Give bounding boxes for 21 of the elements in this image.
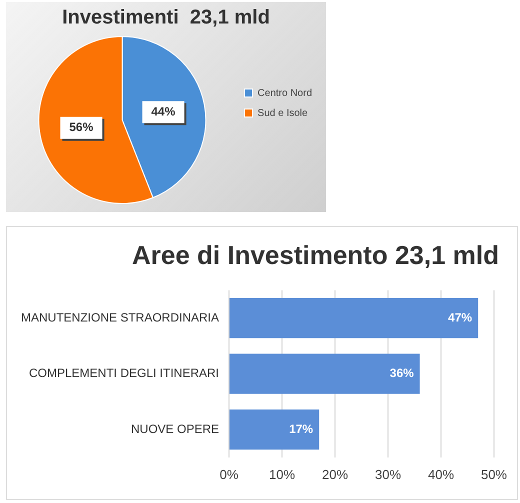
bar	[230, 409, 320, 450]
bar	[230, 354, 420, 394]
data-label: 47%	[448, 310, 472, 324]
x-tick-label: 10%	[268, 466, 296, 482]
y-tick-label: COMPLEMENTI DEGLI ITINERARI	[28, 366, 220, 380]
x-tick-label: 40%	[428, 466, 454, 482]
chart-title: Investimenti 23,1 mld	[62, 6, 270, 29]
y-tick-label: MANUTENZIONE STRAORDINARIA	[20, 310, 220, 324]
data-label: 36%	[390, 366, 414, 380]
x-tick-label: 30%	[374, 466, 402, 482]
legend-label: Centro Nord	[258, 88, 312, 99]
x-tick-label: 0%	[220, 466, 239, 482]
y-tick-label: NUOVE OPERE	[130, 422, 220, 436]
data-label: 56%	[69, 120, 94, 134]
x-tick-label: 20%	[322, 466, 348, 482]
data-label: 44%	[151, 104, 176, 118]
x-tick-label: 50%	[480, 466, 508, 482]
chart-title: Aree di Investimento 23,1 mld	[132, 240, 499, 270]
legend-label: Sud e Isole	[258, 108, 308, 119]
data-label: 17%	[289, 422, 314, 436]
bar	[230, 298, 478, 338]
